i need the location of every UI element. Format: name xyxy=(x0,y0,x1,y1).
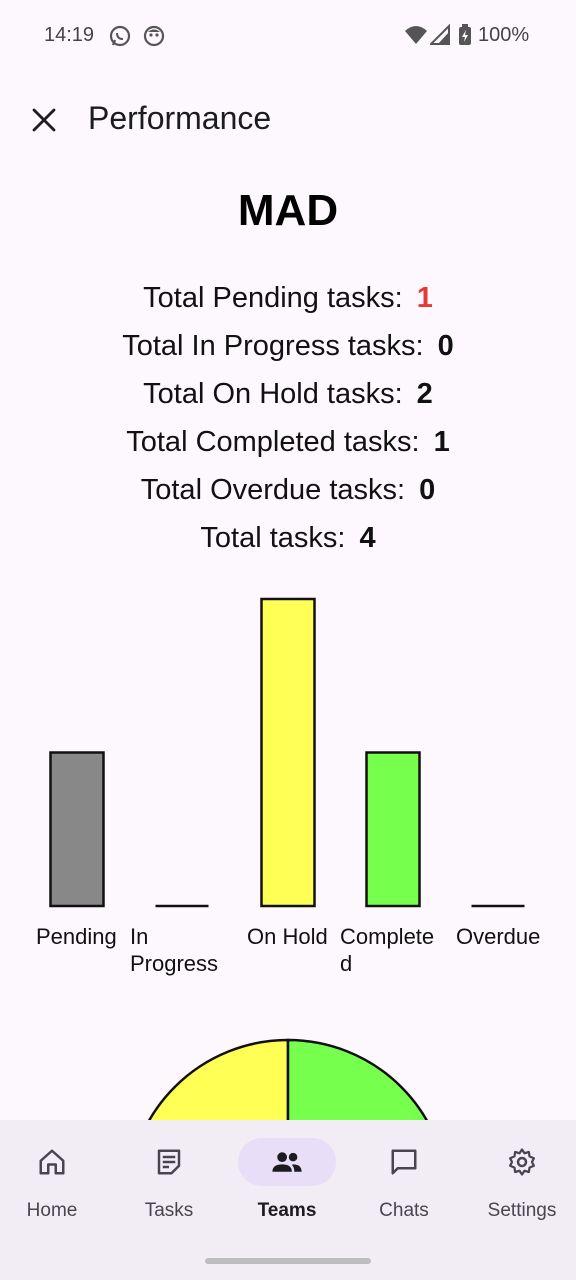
nav-label: Settings xyxy=(487,1200,557,1221)
signal-icon xyxy=(428,23,450,51)
nav-pill xyxy=(355,1138,453,1186)
bar-pending xyxy=(49,751,105,908)
bar-on-hold xyxy=(260,597,316,908)
stat-label: Total On Hold tasks: xyxy=(143,377,403,410)
stat-completed: Total Completed tasks: 1 xyxy=(0,418,576,466)
nav-pill xyxy=(238,1138,336,1186)
battery-percent: 100% xyxy=(478,24,530,46)
nav-home[interactable]: Home xyxy=(0,1138,110,1248)
stat-label: Total In Progress tasks: xyxy=(122,329,424,362)
bar-label: On Hold xyxy=(247,924,328,949)
notification-app-icon xyxy=(142,24,166,53)
chat-icon xyxy=(391,1149,417,1175)
tasks-icon xyxy=(157,1149,181,1175)
nav-tasks[interactable]: Tasks xyxy=(111,1138,227,1248)
nav-pill xyxy=(3,1138,101,1186)
stat-label: Total Completed tasks: xyxy=(126,425,420,458)
stat-value: 0 xyxy=(419,473,436,506)
stat-on-hold: Total On Hold tasks: 2 xyxy=(0,370,576,418)
page-title: Performance xyxy=(88,100,272,136)
bar-completed xyxy=(365,751,421,908)
teams-icon xyxy=(272,1152,302,1172)
task-bar-chart: Pending In Progress On Hold Complete d Overdue xyxy=(36,597,540,976)
nav-teams[interactable]: Teams xyxy=(229,1138,345,1248)
stat-value: 2 xyxy=(416,377,433,410)
bottom-nav: Home Tasks Teams Chats Settings xyxy=(0,1120,576,1280)
status-bar: 14:19 100% xyxy=(0,0,576,72)
bar-label: Complete d xyxy=(340,924,434,976)
pie-slice-on-hold xyxy=(142,1038,290,1130)
team-name: MAD xyxy=(237,186,339,235)
close-button[interactable] xyxy=(22,98,66,142)
stat-value: 0 xyxy=(437,329,454,362)
nav-settings[interactable]: Settings xyxy=(464,1138,576,1248)
stats-list: Total Pending tasks: 1 Total In Progress… xyxy=(0,274,576,562)
stat-value: 1 xyxy=(416,281,433,314)
stat-pending: Total Pending tasks: 1 xyxy=(0,274,576,322)
task-pie-chart xyxy=(142,1038,434,1130)
stat-in-progress: Total In Progress tasks: 0 xyxy=(0,322,576,370)
app-bar: Performance xyxy=(0,80,576,160)
bar-label: In Progress xyxy=(130,924,218,976)
stat-value: 4 xyxy=(359,521,376,554)
nav-label: Home xyxy=(26,1200,78,1221)
nav-pill xyxy=(473,1138,571,1186)
nav-pill xyxy=(120,1138,218,1186)
pie-slice-completed xyxy=(286,1038,434,1130)
stat-overdue: Total Overdue tasks: 0 xyxy=(0,466,576,514)
stat-total: Total tasks: 4 xyxy=(0,514,576,562)
whatsapp-icon xyxy=(108,24,132,53)
nav-chats[interactable]: Chats xyxy=(346,1138,462,1248)
battery-icon xyxy=(458,24,472,51)
close-icon xyxy=(32,108,56,132)
status-time: 14:19 xyxy=(44,24,95,46)
home-icon xyxy=(39,1149,65,1175)
gear-icon xyxy=(509,1148,535,1176)
bar-label: Pending xyxy=(36,924,117,949)
stat-value: 1 xyxy=(433,425,450,458)
nav-label: Tasks xyxy=(144,1200,194,1221)
home-indicator xyxy=(205,1258,371,1264)
nav-label: Chats xyxy=(379,1200,429,1221)
stat-label: Total tasks: xyxy=(200,521,346,554)
nav-label: Teams xyxy=(257,1200,317,1221)
wifi-icon xyxy=(404,24,428,51)
bar-label: Overdue xyxy=(456,924,540,949)
stat-label: Total Overdue tasks: xyxy=(140,473,406,506)
stat-label: Total Pending tasks: xyxy=(143,281,403,314)
